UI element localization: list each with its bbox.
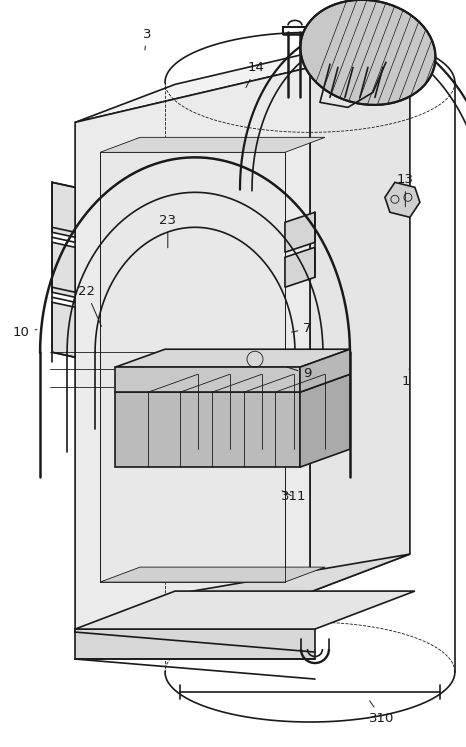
Text: 23: 23 <box>159 214 176 248</box>
Text: 310: 310 <box>370 701 395 725</box>
Polygon shape <box>385 182 420 217</box>
Text: 1: 1 <box>401 369 410 388</box>
Polygon shape <box>75 629 315 659</box>
Polygon shape <box>52 303 75 357</box>
Text: 14: 14 <box>246 61 265 87</box>
Polygon shape <box>100 152 285 582</box>
Polygon shape <box>75 554 410 632</box>
Polygon shape <box>75 67 310 632</box>
Polygon shape <box>300 374 350 467</box>
Ellipse shape <box>301 0 435 105</box>
Polygon shape <box>75 591 415 629</box>
Polygon shape <box>300 350 350 392</box>
Text: 311: 311 <box>281 490 306 503</box>
Polygon shape <box>115 350 350 368</box>
Polygon shape <box>75 29 410 123</box>
Polygon shape <box>115 368 300 392</box>
Text: 13: 13 <box>397 173 414 207</box>
Polygon shape <box>52 182 75 238</box>
Text: 3: 3 <box>143 28 151 50</box>
Text: 7: 7 <box>292 323 312 335</box>
Polygon shape <box>52 242 75 297</box>
Polygon shape <box>100 137 325 152</box>
Polygon shape <box>285 212 315 252</box>
Text: 10: 10 <box>13 326 37 339</box>
Polygon shape <box>115 392 300 467</box>
Polygon shape <box>310 29 410 592</box>
Text: 9: 9 <box>287 367 312 380</box>
Polygon shape <box>115 374 350 392</box>
Polygon shape <box>285 247 315 288</box>
Polygon shape <box>100 567 325 582</box>
Text: 22: 22 <box>78 285 102 326</box>
